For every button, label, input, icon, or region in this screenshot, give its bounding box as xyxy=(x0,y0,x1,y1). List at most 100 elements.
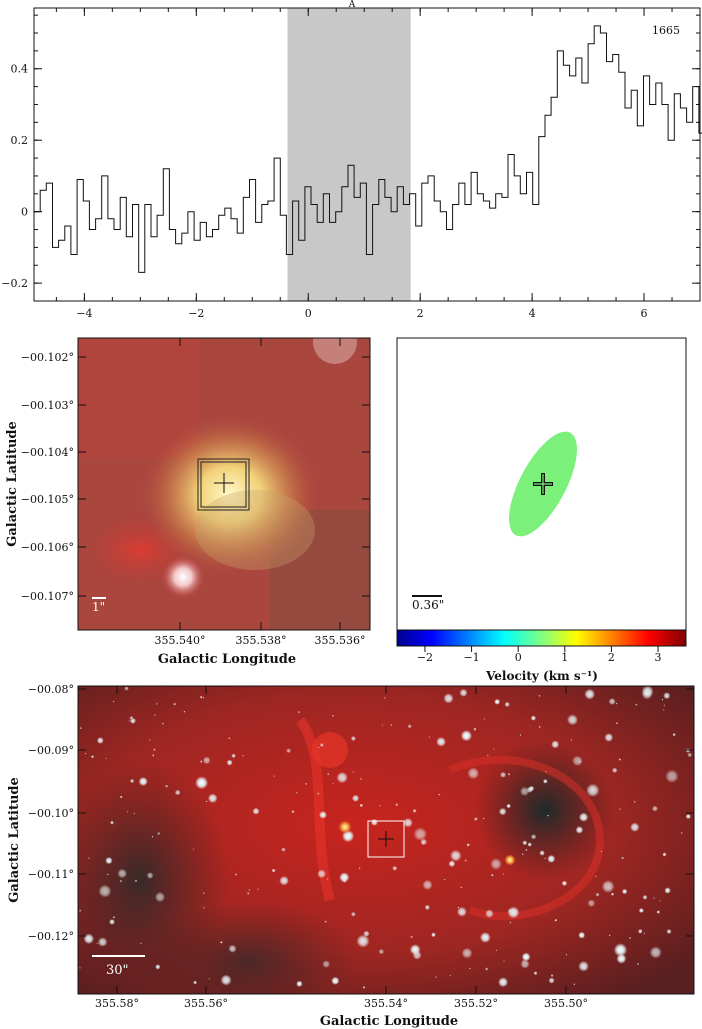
widefield-star xyxy=(110,820,114,825)
widefield-star xyxy=(584,688,596,700)
widefield-star xyxy=(587,899,596,907)
widefield-star xyxy=(666,929,672,934)
cutout-y-tick-label: −00.103° xyxy=(21,399,74,412)
widefield-star xyxy=(530,834,537,840)
colorbar-label: Velocity (km s⁻¹) xyxy=(485,669,598,683)
widefield-star xyxy=(551,740,560,749)
cutout-frame xyxy=(77,337,371,631)
widefield-star xyxy=(356,934,370,948)
widefield-star xyxy=(96,942,99,945)
widefield-star xyxy=(653,897,655,899)
widefield-star xyxy=(633,800,636,803)
widefield-star xyxy=(543,779,548,784)
widefield-maser-box xyxy=(367,820,405,858)
widefield-star xyxy=(502,873,505,875)
widefield-star xyxy=(317,869,326,879)
cutout-x-ticks: 355.540° 355.538° 355.536° xyxy=(155,338,366,647)
widefield-star xyxy=(317,792,320,795)
widefield-star xyxy=(403,817,413,828)
widefield-star xyxy=(242,754,244,757)
colorbar-tick-label: 3 xyxy=(655,651,662,664)
widefield-star xyxy=(538,694,541,697)
widefield-star xyxy=(456,906,467,917)
cutout-y-tick-label: −00.107° xyxy=(21,590,74,603)
widefield-star xyxy=(527,842,532,847)
widefield-xlabel: Galactic Longitude xyxy=(320,1014,458,1029)
widefield-star xyxy=(165,784,169,788)
widefield-panel: 30" −00.08°−00.09°−00.10°−00.11°−00.12° … xyxy=(7,683,695,1029)
colorbar-tick-label: −1 xyxy=(463,651,479,664)
spectrum-frame xyxy=(33,7,701,302)
cutout-x-tick-label: 355.536° xyxy=(315,634,366,647)
widefield-star xyxy=(630,822,640,832)
widefield-star xyxy=(561,880,568,886)
widefield-star xyxy=(485,967,489,971)
widefield-star xyxy=(359,803,363,808)
widefield-star xyxy=(140,942,142,945)
widefield-star xyxy=(83,933,95,945)
widefield-star xyxy=(88,857,90,859)
widefield-star xyxy=(662,709,665,711)
widefield-star xyxy=(567,714,578,726)
widefield-star xyxy=(281,847,286,852)
widefield-star xyxy=(412,808,417,813)
maser-scalebar-label: 0.36" xyxy=(412,598,444,612)
widefield-star xyxy=(434,976,437,979)
widefield-star xyxy=(327,773,330,776)
widefield-star xyxy=(464,859,467,862)
widefield-star xyxy=(498,977,509,988)
widefield-star xyxy=(672,733,676,737)
widefield-star xyxy=(105,856,113,865)
widefield-star xyxy=(586,783,600,797)
widefield-star xyxy=(161,722,165,725)
colorbar-tick-label: 2 xyxy=(608,651,615,664)
widefield-star xyxy=(663,704,666,706)
widefield-star xyxy=(642,894,648,900)
spectrum-step-line xyxy=(34,25,702,273)
widefield-star xyxy=(193,980,198,985)
widefield-star xyxy=(257,888,259,890)
widefield-maser-cross xyxy=(378,831,394,847)
widefield-star xyxy=(91,755,94,759)
widefield-star xyxy=(687,752,692,758)
widefield-star xyxy=(629,936,632,939)
widefield-star xyxy=(612,767,618,773)
widefield-star xyxy=(595,892,600,897)
widefield-star xyxy=(296,980,303,987)
widefield-star xyxy=(252,807,260,815)
widefield-star xyxy=(506,803,511,809)
widefield-star xyxy=(156,703,158,705)
widefield-star xyxy=(271,868,276,873)
widefield-star xyxy=(173,702,177,706)
widefield-star xyxy=(119,795,123,799)
widefield-star xyxy=(436,736,446,747)
widefield-star xyxy=(79,967,81,969)
cutout-y-ticks: −00.102° −00.103° −00.104° −00.105° −00.106°… xyxy=(21,351,370,603)
widefield-star xyxy=(665,769,679,783)
cutout-maser-cross xyxy=(214,473,234,493)
widefield-star xyxy=(641,689,653,700)
widefield-star xyxy=(378,948,384,955)
widefield-star xyxy=(661,698,664,701)
widefield-star xyxy=(220,941,223,944)
cutout-y-tick-label: −00.102° xyxy=(21,351,74,364)
widefield-star xyxy=(119,879,123,883)
widefield-star xyxy=(155,964,161,970)
widefield-star xyxy=(575,826,584,834)
widefield-star xyxy=(643,932,646,935)
spectrum-tick-labels: −4 −2 0 2 4 6 −0.2 0 0.2 0.4 xyxy=(1,63,647,320)
widefield-star xyxy=(298,711,300,714)
widefield-star xyxy=(422,879,433,890)
colorbar-tick-label: −2 xyxy=(417,651,433,664)
spectrum-panel: −4 −2 0 2 4 6 −0.2 0 0.2 0.4 A 1665 xyxy=(1,0,702,320)
widefield-star xyxy=(279,875,289,886)
widefield-star xyxy=(106,873,109,876)
widefield-star xyxy=(128,720,130,722)
widefield-star xyxy=(486,754,489,757)
widefield-star xyxy=(533,971,538,976)
widefield-star xyxy=(495,949,498,952)
widefield-star xyxy=(493,748,495,750)
cutout-y-tick-label: −00.105° xyxy=(21,493,74,506)
widefield-x-tick-label: 355.58° xyxy=(95,997,139,1010)
widefield-star xyxy=(130,716,133,719)
